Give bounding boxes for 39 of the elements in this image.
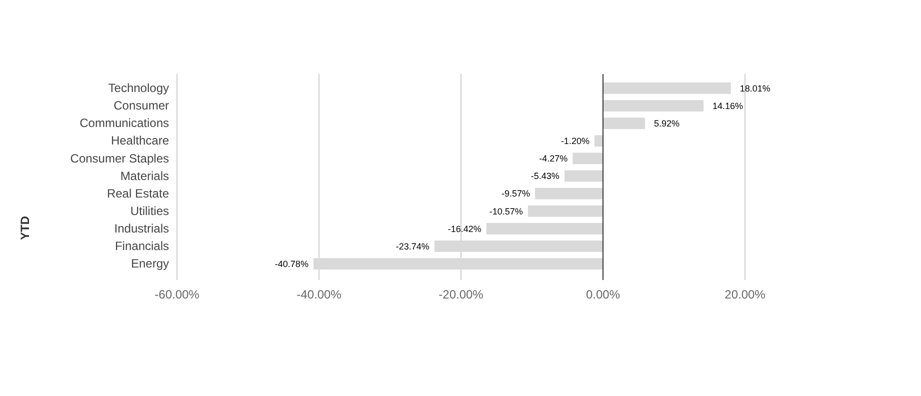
- y-tick-label: Communications: [80, 116, 169, 130]
- x-tick-label: -60.00%: [154, 288, 200, 302]
- bar: [603, 100, 704, 112]
- y-tick-label: Utilities: [130, 204, 169, 218]
- y-tick-label: Consumer Staples: [70, 151, 169, 166]
- y-tick-label: Consumer: [114, 98, 169, 113]
- bar: [528, 205, 603, 217]
- x-tick-label: 0.00%: [586, 288, 620, 302]
- data-label: -23.74%: [396, 241, 430, 252]
- y-tick-label: Real Estate: [106, 186, 170, 200]
- data-label: -9.57%: [502, 188, 530, 199]
- x-tick-label: -20.00%: [438, 288, 484, 302]
- y-tick-label: Energy: [130, 256, 169, 271]
- data-label: -40.78%: [274, 258, 308, 269]
- x-tick-label: -40.00%: [296, 288, 342, 302]
- data-label: -4.27%: [539, 154, 568, 164]
- bar: [486, 222, 603, 234]
- data-label: 14.16%: [712, 100, 744, 111]
- y-axis-title: YTD: [18, 216, 32, 240]
- bar: [535, 188, 603, 200]
- x-tick-label: 20.00%: [724, 288, 766, 302]
- data-label: -10.57%: [489, 206, 523, 216]
- y-tick-label: Financials: [114, 239, 169, 254]
- bar: [603, 118, 646, 130]
- y-tick-label: Materials: [120, 168, 169, 183]
- y-tick-label: Industrials: [114, 222, 169, 236]
- y-tick-label: Technology: [108, 81, 169, 96]
- bar: [434, 240, 603, 252]
- data-label: 5.92%: [654, 118, 680, 128]
- data-label: -1.20%: [560, 136, 590, 146]
- bar: [313, 258, 603, 270]
- data-label: 18.01%: [740, 83, 770, 94]
- bar: [572, 152, 603, 164]
- y-tick-label: Healthcare: [110, 134, 170, 148]
- bar: [603, 82, 731, 94]
- bar: [594, 135, 603, 147]
- data-label: -16.42%: [448, 224, 482, 234]
- bar: [564, 170, 603, 182]
- data-label: -5.43%: [530, 171, 560, 182]
